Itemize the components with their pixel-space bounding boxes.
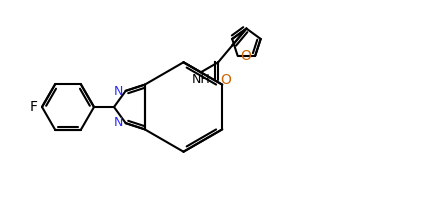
Text: NH: NH <box>191 73 210 86</box>
Text: O: O <box>221 73 232 87</box>
Text: N: N <box>114 85 123 98</box>
Text: N: N <box>114 116 123 129</box>
Text: F: F <box>30 100 38 114</box>
Text: O: O <box>240 49 251 63</box>
